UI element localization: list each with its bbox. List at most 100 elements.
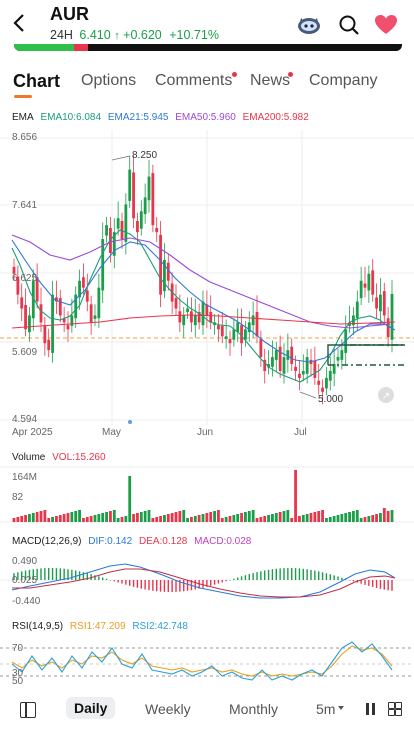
axis-price-2: 7.641: [12, 200, 38, 211]
candle-body: [31, 280, 35, 319]
axis-price-4: 5.609: [12, 347, 38, 358]
volume-bar: [170, 513, 174, 522]
low-annotation: 5.000: [318, 394, 344, 405]
tab-chart[interactable]: Chart: [13, 71, 61, 91]
tab-news[interactable]: News: [250, 72, 291, 89]
price-chart[interactable]: ↗: [0, 130, 414, 440]
volume-bar: [182, 510, 186, 522]
macd-bar: [28, 569, 31, 580]
active-tab-underline: [14, 95, 32, 98]
macd-bar: [105, 578, 108, 580]
ema50-value: EMA50:5.960: [175, 112, 236, 123]
macd-bar: [194, 580, 196, 590]
volume-bar: [220, 518, 224, 522]
volume-bar: [16, 517, 20, 522]
volume-bar: [97, 514, 101, 522]
ema10-value: EMA10:6.084: [40, 112, 102, 123]
candle-body: [124, 204, 128, 242]
low-pointer: [299, 391, 317, 399]
chevron-down-icon[interactable]: [338, 706, 344, 710]
candle-body: [120, 221, 124, 240]
back-button[interactable]: [10, 12, 28, 34]
candle-body: [43, 325, 47, 344]
volume-bar: [305, 514, 309, 522]
candle-body: [12, 266, 16, 274]
candle-body: [328, 370, 332, 381]
macd-bar: [329, 574, 331, 580]
tab-weekly[interactable]: Weekly: [145, 701, 191, 717]
macd-bar: [267, 569, 270, 580]
volume-bar: [247, 511, 251, 522]
macd-bar: [391, 580, 393, 591]
candle-body: [159, 234, 162, 295]
search-icon[interactable]: [338, 14, 360, 36]
volume-bar: [124, 516, 128, 522]
volume-bar: [382, 508, 386, 522]
macd-bar: [325, 573, 328, 580]
rsi-legend: RSI(14,9,5) RSI1:47.209 RSI2:42.748: [12, 621, 188, 632]
tab-comments[interactable]: Comments: [155, 72, 233, 89]
tab-monthly[interactable]: Monthly: [229, 701, 279, 717]
candle-body: [132, 172, 135, 219]
volume-bar: [328, 517, 332, 522]
volume-bar: [166, 514, 170, 522]
volume-bar: [355, 510, 359, 522]
grid-layout-icon[interactable]: [388, 702, 402, 716]
volume-bar: [66, 513, 70, 522]
tab-daily[interactable]: Daily: [66, 697, 116, 719]
assistant-robot-icon[interactable]: [296, 14, 322, 36]
volume-title: Volume: [12, 452, 46, 463]
macd-bar: [67, 569, 69, 580]
ticker-symbol: AUR: [50, 4, 89, 24]
macd-bar: [44, 568, 46, 580]
last-price: 6.410: [79, 28, 111, 42]
volume-bar: [359, 518, 363, 522]
ema10-line: [11, 229, 391, 383]
tab-company[interactable]: Company: [309, 72, 378, 89]
rsi-axis-50: 50: [12, 676, 24, 687]
macd-bar: [82, 572, 85, 580]
macd-bar: [163, 580, 166, 592]
candle-body: [143, 197, 147, 215]
macd-bar: [260, 571, 262, 580]
candle-body: [367, 273, 371, 291]
candle-body: [325, 377, 328, 389]
volume-bar: [163, 515, 166, 522]
candle-body: [193, 315, 197, 326]
macd-bar: [213, 580, 216, 585]
tab-5m[interactable]: 5m: [316, 701, 336, 717]
macd-bar: [287, 568, 289, 580]
macd-bar: [221, 580, 223, 583]
volume-bar: [228, 516, 232, 522]
volume-bar: [298, 516, 301, 522]
candle-body: [379, 294, 382, 312]
candle-body: [136, 221, 139, 233]
volume-bar: [209, 512, 213, 522]
volume-bar: [136, 513, 139, 522]
candle-body: [201, 301, 205, 326]
rsi2-line: [11, 641, 393, 681]
macd-chart[interactable]: [0, 552, 414, 612]
volume-bar: [155, 517, 159, 522]
macd-bar: [298, 568, 301, 580]
volume-bar: [309, 513, 313, 522]
candle-body: [340, 350, 344, 360]
candle-body: [255, 311, 259, 337]
candle-body: [97, 287, 101, 319]
rsi-chart[interactable]: [0, 638, 414, 688]
watchlist-heart-icon[interactable]: [374, 14, 398, 36]
volume-bar: [147, 510, 151, 522]
rsi1-value: RSI1:47.209: [69, 621, 126, 632]
candle-type-icon[interactable]: [366, 703, 378, 717]
volume-bar: [82, 518, 85, 522]
sidebar-toggle-icon[interactable]: [20, 702, 36, 718]
volume-axis-max: 164M: [12, 472, 38, 483]
macd-bar: [183, 580, 185, 592]
macd-bar: [55, 568, 58, 580]
volume-value: VOL:15.260: [52, 452, 106, 463]
volume-chart[interactable]: [0, 466, 414, 526]
tab-options[interactable]: Options: [81, 72, 137, 89]
volume-bar: [224, 517, 228, 522]
candle-body: [39, 304, 43, 323]
volume-bar: [386, 511, 390, 522]
